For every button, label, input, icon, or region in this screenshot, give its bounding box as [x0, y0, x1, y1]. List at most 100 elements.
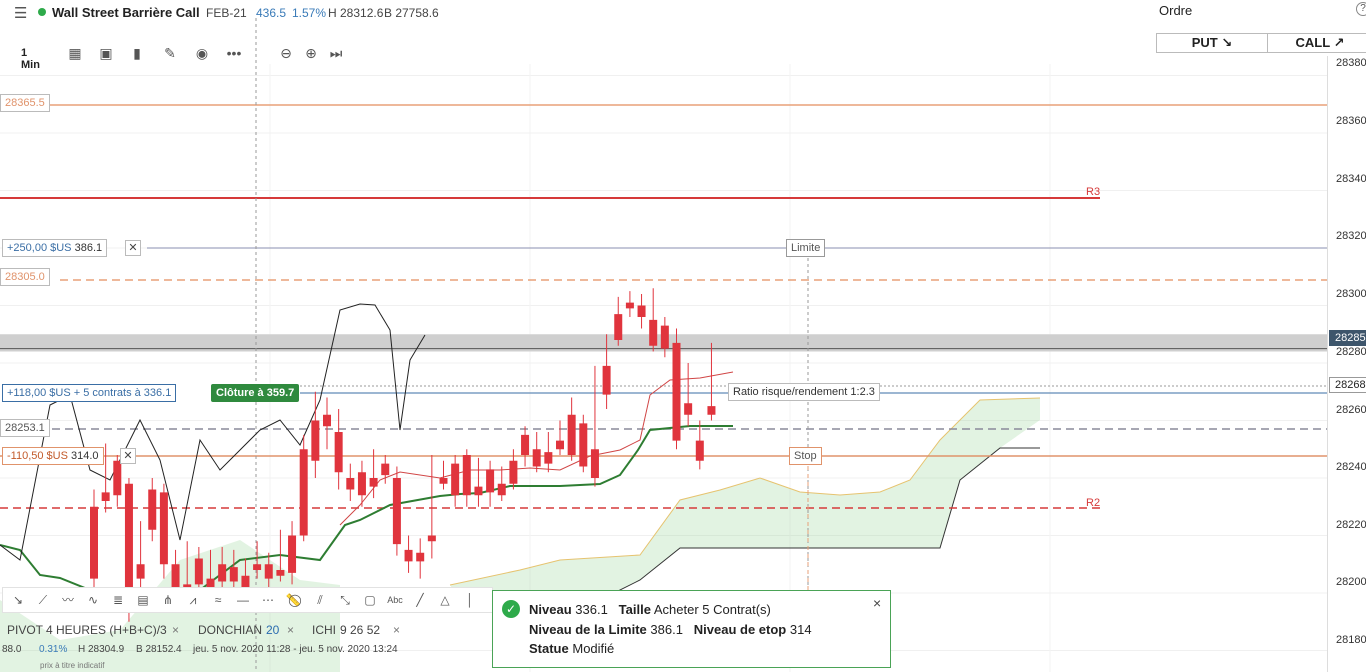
candle-down	[101, 492, 110, 501]
candle-down	[544, 452, 553, 464]
pencil-icon[interactable]: ✎	[164, 45, 176, 61]
remove-pivot-button[interactable]: ×	[172, 623, 180, 637]
put-call-selector: PUT ↘ CALL ↗	[1156, 33, 1366, 53]
more-icon[interactable]: •••	[226, 45, 242, 61]
candle-down	[136, 564, 145, 579]
candle-down	[90, 506, 98, 579]
axis-tick: 28380	[1336, 57, 1366, 69]
candle-down	[392, 478, 401, 545]
horizontal-line-icon[interactable]: —	[237, 593, 249, 607]
wave2-icon[interactable]: ≈	[214, 593, 222, 607]
candle-down	[288, 535, 297, 573]
position-label[interactable]: +118,00 $US + 5 contrats à 336.1	[2, 384, 177, 402]
ichimoku-params: 9 26 52	[340, 623, 381, 637]
candle-down	[474, 486, 483, 496]
stop-order-label[interactable]: -110,50 $US 314.0	[2, 447, 104, 465]
change-percent: 1.57%	[292, 6, 327, 20]
stop-tag[interactable]: Stop	[789, 447, 822, 465]
info-low: B 28152.4	[136, 644, 182, 655]
close-toast-icon[interactable]: ×	[873, 595, 882, 611]
circle-icon[interactable]: ◯	[288, 593, 302, 607]
candle-down	[451, 463, 460, 496]
orange-dashed-label[interactable]: 28305.0	[0, 268, 50, 286]
r3-label: R3	[1086, 186, 1101, 198]
play-forward-icon[interactable]: ⏭	[329, 45, 343, 61]
candle-type-icon[interactable]: ▦	[68, 45, 82, 61]
candle-down	[253, 564, 262, 570]
candle-down	[113, 460, 122, 496]
arrow-line-icon[interactable]: ⤡	[340, 593, 350, 607]
tenkan-line	[339, 371, 734, 526]
ichimoku-indicator[interactable]: ICHI	[312, 623, 336, 637]
call-button[interactable]: CALL ↗	[1295, 35, 1345, 50]
close-position-button[interactable]: Clôture à 359.7	[211, 384, 300, 402]
eye-icon[interactable]: ◉	[195, 45, 209, 61]
candle-down	[404, 549, 413, 562]
candle-down	[311, 420, 320, 461]
put-button[interactable]: PUT ↘	[1157, 34, 1268, 52]
brush-icon[interactable]: ⫽	[317, 593, 323, 607]
ruler-icon[interactable]: 📏	[285, 593, 301, 607]
axis-tick: 28360	[1336, 115, 1366, 127]
low-value: B 27758.6	[384, 6, 439, 20]
axis-tick: 28340	[1336, 173, 1366, 185]
limit-tag[interactable]: Limite	[786, 239, 826, 257]
path-icon[interactable]: ╱	[416, 593, 424, 607]
text-icon[interactable]: Abc	[387, 595, 403, 605]
zigzag-icon[interactable]: ⩘	[189, 593, 197, 607]
zoom-in-icon[interactable]: ⊕	[305, 45, 317, 61]
ichimoku-cloud	[450, 398, 1040, 600]
fib-icon[interactable]: ≣	[112, 593, 124, 607]
trend-icon[interactable]: 〰	[61, 593, 74, 607]
remove-limit-button[interactable]: ✕	[125, 240, 141, 256]
remove-donchian-button[interactable]: ×	[287, 623, 295, 637]
wave-icon[interactable]: ∿	[87, 593, 99, 607]
pattern-icon[interactable]: ⋯	[262, 593, 274, 607]
candle-down	[649, 319, 658, 346]
grey-level-label[interactable]: 28253.1	[0, 419, 50, 437]
channel-icon[interactable]: ▤	[137, 593, 149, 607]
pivot-indicator[interactable]: PIVOT	[7, 623, 44, 637]
vertical-line-icon[interactable]: │	[466, 593, 474, 607]
stop-value: 314.0	[71, 450, 99, 462]
orange-level-label[interactable]: 28365.5	[0, 94, 50, 112]
ray-icon[interactable]: ⟋	[38, 593, 48, 607]
chart-info-bar: 88.0 0.31% H 28304.9 B 28152.4 jeu. 5 no…	[0, 642, 490, 658]
line-tool-icon[interactable]: ↘	[12, 593, 24, 607]
candle-down	[194, 558, 203, 585]
candle-down	[218, 564, 227, 582]
info-value: 88.0	[2, 644, 22, 655]
limit-value: 386.1	[74, 242, 103, 254]
candle-down	[579, 423, 588, 467]
remove-ichimoku-button[interactable]: ×	[393, 623, 401, 637]
position-desc: + 5 contrats à 336.1	[73, 387, 172, 399]
donchian-indicator[interactable]: DONCHIAN	[198, 623, 263, 637]
candle-down	[124, 483, 133, 608]
last-price: 436.5	[256, 6, 287, 20]
high-value: H 28312.6	[328, 6, 384, 20]
hamburger-icon[interactable]: ☰	[14, 5, 28, 22]
limit-order-label[interactable]: +250,00 $US 386.1	[2, 239, 108, 257]
zoom-out-icon[interactable]: ⊖	[280, 45, 292, 61]
rectangle-icon[interactable]: ▢	[364, 593, 376, 607]
candle-down	[602, 365, 611, 395]
candle-down	[707, 406, 716, 415]
axis-tick: 28260	[1336, 404, 1366, 416]
cloud-span-a	[449, 397, 1041, 586]
candle-down	[672, 342, 681, 441]
toast-row-1: Niveau 336.1 Taille Acheter 5 Contrat(s)	[529, 602, 771, 617]
triangle-icon[interactable]: △	[440, 593, 450, 607]
price-chart[interactable]	[0, 0, 1327, 672]
candle-down	[334, 432, 343, 473]
layout-icon[interactable]: ▣	[99, 45, 113, 61]
timeframe-selector[interactable]: 1 Min	[21, 47, 40, 71]
axis-tick: 28220	[1336, 519, 1366, 531]
bar-chart-icon[interactable]: ▮	[133, 45, 141, 61]
candle-down	[357, 472, 366, 496]
axis-tick: 28180	[1336, 634, 1366, 646]
candle-down	[241, 575, 250, 593]
pitchfork-icon[interactable]: ⋔	[162, 593, 174, 607]
candle-down	[556, 440, 564, 450]
help-icon[interactable]: ?	[1356, 2, 1366, 16]
remove-stop-button[interactable]: ✕	[120, 448, 136, 464]
